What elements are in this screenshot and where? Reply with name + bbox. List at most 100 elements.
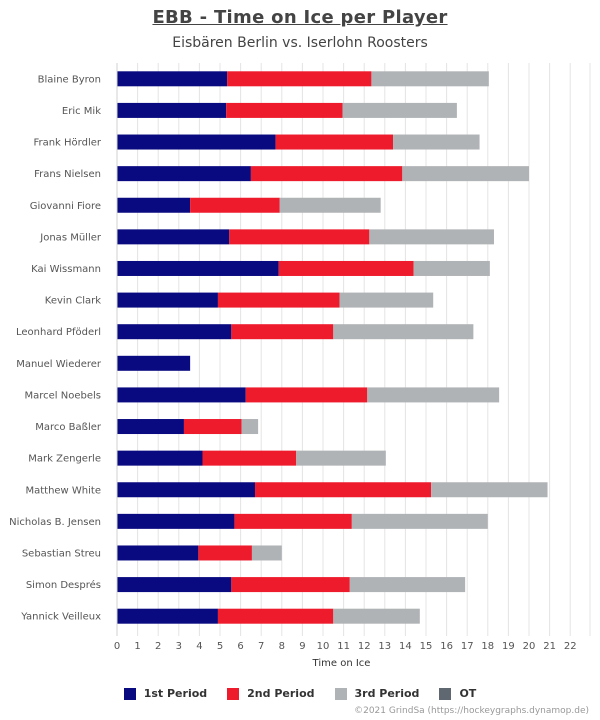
legend-swatch-3rd-period — [334, 687, 347, 700]
bar-segment — [402, 166, 529, 182]
x-tick-label: 1 — [134, 641, 140, 652]
bar-segment — [275, 134, 394, 150]
x-tick-label: 16 — [440, 641, 453, 652]
chart-subtitle: Eisbären Berlin vs. Iserlohn Roosters — [172, 35, 428, 51]
bar-segment — [217, 292, 340, 308]
x-tick-label: 0 — [114, 641, 120, 652]
y-tick-label: Simon Després — [26, 579, 101, 591]
bar-segment — [369, 229, 494, 245]
bar-segment — [117, 134, 276, 150]
bar-segment — [278, 260, 414, 276]
x-tick-label: 17 — [461, 641, 474, 652]
bar-segment — [393, 134, 480, 150]
legend-label-ot: OT — [459, 687, 477, 700]
bar-segment — [117, 355, 191, 371]
x-tick-label: 2 — [155, 641, 161, 652]
bar-segment — [217, 608, 334, 624]
bar-segment — [117, 102, 227, 118]
bar-segment — [117, 166, 251, 182]
chart-legend: 1st Period 2nd Period 3rd Period OT — [0, 687, 600, 700]
legend-label-3rd-period: 3rd Period — [354, 687, 420, 700]
bar-segment — [117, 608, 218, 624]
bar-segment — [296, 450, 386, 466]
x-tick-label: 18 — [481, 641, 494, 652]
y-tick-label: Mark Zengerle — [28, 454, 101, 465]
y-tick-label: Sebastian Streu — [22, 548, 101, 559]
bar-segment — [413, 260, 490, 276]
y-tick-label: Leonhard Pföderl — [16, 327, 101, 338]
x-tick-label: 22 — [564, 641, 577, 652]
bar-segment — [117, 545, 199, 561]
y-tick-label: Eric Mik — [62, 106, 101, 117]
x-tick-label: 10 — [317, 641, 330, 652]
legend-item-1st-period[interactable]: 1st Period — [123, 687, 208, 700]
y-tick-label: Jonas Müller — [39, 232, 102, 243]
bar-segment — [117, 197, 191, 213]
bar-segment — [117, 260, 279, 276]
legend-swatch-1st-period — [123, 687, 136, 700]
x-tick-label: 4 — [196, 641, 202, 652]
bar-segment — [241, 419, 259, 435]
credit-text[interactable]: ©2021 GrindSa (https://hockeygraphs.dyna… — [354, 706, 589, 716]
bar-segment — [333, 608, 420, 624]
legend-swatch-2nd-period — [227, 687, 240, 700]
x-tick-label: 14 — [399, 641, 412, 652]
bar-segment — [279, 197, 381, 213]
bar-segment — [117, 577, 232, 593]
bar-segment — [198, 545, 252, 561]
bar-segment — [117, 513, 235, 529]
y-tick-label: Giovanni Fiore — [30, 201, 101, 212]
bar-segment — [342, 102, 457, 118]
bar-segment — [333, 324, 474, 340]
bar-segment — [117, 387, 246, 403]
x-tick-label: 12 — [358, 641, 371, 652]
y-tick-label: Nicholas B. Jensen — [9, 517, 101, 528]
x-tick-label: 15 — [420, 641, 433, 652]
bar-segment — [245, 387, 368, 403]
legend-label-1st-period: 1st Period — [143, 687, 208, 700]
x-tick-label: 21 — [543, 641, 556, 652]
chart-title: EBB - Time on Ice per Player — [152, 7, 448, 28]
y-tick-label: Yannick Veilleux — [20, 612, 101, 623]
bar-segment — [117, 419, 184, 435]
bar-segment — [251, 545, 282, 561]
bar-segment — [117, 324, 232, 340]
x-tick-label: 5 — [217, 641, 223, 652]
legend-label-2nd-period: 2nd Period — [247, 687, 315, 700]
x-tick-label: 19 — [502, 641, 515, 652]
bar-segment — [229, 229, 370, 245]
x-axis-title: Time on Ice — [312, 658, 371, 669]
bar-segment — [339, 292, 434, 308]
bar-segment — [117, 482, 256, 498]
bar-segment — [117, 450, 203, 466]
legend-item-ot[interactable]: OT — [439, 687, 476, 700]
y-tick-label: Kevin Clark — [45, 296, 101, 307]
legend-item-2nd-period[interactable]: 2nd Period — [227, 687, 315, 700]
x-tick-label: 20 — [523, 641, 536, 652]
bar-segment — [231, 577, 350, 593]
y-tick-label: Frans Nielsen — [34, 169, 101, 180]
legend-swatch-ot — [439, 687, 452, 700]
bar-segment — [231, 324, 334, 340]
y-tick-label: Frank Hördler — [33, 138, 101, 149]
x-tick-label: 6 — [237, 641, 243, 652]
x-tick-label: 11 — [337, 641, 350, 652]
bar-segment — [117, 71, 228, 87]
y-tick-label: Blaine Byron — [38, 74, 101, 85]
bar-segment — [117, 229, 230, 245]
y-tick-label: Kai Wissmann — [31, 264, 101, 275]
x-tick-label: 8 — [279, 641, 285, 652]
bar-segment — [371, 71, 489, 87]
x-tick-label: 3 — [176, 641, 182, 652]
bar-segment — [250, 166, 403, 182]
legend-item-3rd-period[interactable]: 3rd Period — [334, 687, 420, 700]
bar-segment — [190, 197, 280, 213]
y-tick-label: Marcel Noebels — [25, 390, 102, 401]
y-tick-label: Marco Baßler — [35, 422, 102, 433]
bar-segment — [226, 102, 343, 118]
bar-segment — [349, 577, 466, 593]
y-tick-label: Manuel Wiederer — [16, 359, 102, 370]
bar-segment — [234, 513, 352, 529]
x-tick-label: 7 — [258, 641, 264, 652]
